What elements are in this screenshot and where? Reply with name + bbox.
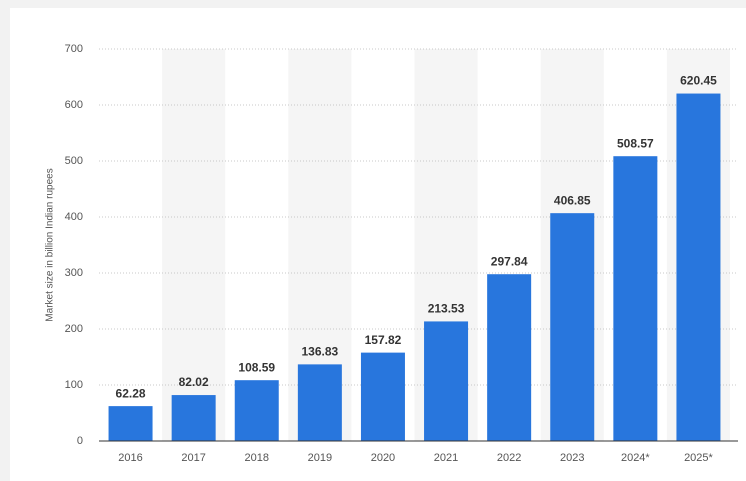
y-axis-label: Market size in billion Indian rupees [45,168,56,321]
bar [171,395,216,441]
value-label: 62.28 [116,386,146,400]
bar [108,406,153,441]
x-tick-label: 2021 [434,452,458,464]
value-label: 297.84 [491,254,528,268]
x-tick-label: 2025* [684,452,713,464]
value-label: 508.57 [617,136,654,150]
x-tick-label: 2018 [245,452,269,464]
value-label: 108.59 [238,360,275,374]
value-label: 406.85 [554,193,591,207]
x-tick-label: 2020 [371,452,395,464]
y-tick-label: 600 [65,99,83,111]
column-shade [162,49,226,441]
bar [234,380,279,441]
y-tick-label: 400 [65,211,83,223]
x-tick-label: 2022 [497,452,521,464]
bar [613,156,658,441]
bar [487,274,532,441]
value-label: 82.02 [179,375,209,389]
bar [360,352,405,441]
bar [550,213,595,441]
bar [676,93,721,441]
x-tick-label: 2024* [621,452,650,464]
y-tick-label: 300 [65,267,83,279]
y-tick-label: 700 [65,43,83,55]
y-tick-label: 100 [65,379,83,391]
x-tick-label: 2017 [181,452,205,464]
x-tick-label: 2016 [118,452,142,464]
x-tick-label: 2023 [560,452,584,464]
x-tick-label: 2019 [308,452,332,464]
y-tick-label: 500 [65,155,83,167]
value-label: 620.45 [680,74,717,88]
y-tick-label: 0 [77,435,83,447]
bar [297,364,342,441]
y-tick-label: 200 [65,323,83,335]
bar [424,321,469,441]
value-label: 136.83 [301,345,338,359]
value-label: 157.82 [365,333,402,347]
value-label: 213.53 [428,302,465,316]
